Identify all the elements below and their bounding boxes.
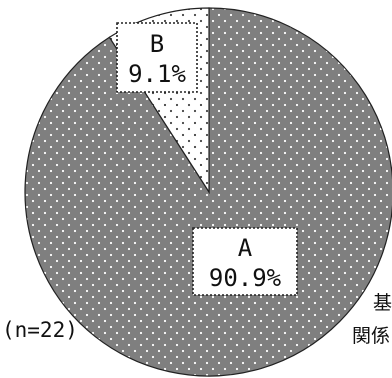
slice-label-box-a <box>192 227 298 296</box>
sample-size-note: (n=22) <box>2 318 78 342</box>
category-label-a: A <box>238 234 253 262</box>
cut-off-text-2: 関係 <box>352 325 390 347</box>
category-label-b: B <box>150 30 164 58</box>
value-label-b: 9.1% <box>128 60 186 88</box>
cut-off-text-1: 基 <box>373 292 392 314</box>
slice-label-box-b <box>116 22 198 93</box>
value-label-a: 90.9% <box>209 264 282 292</box>
